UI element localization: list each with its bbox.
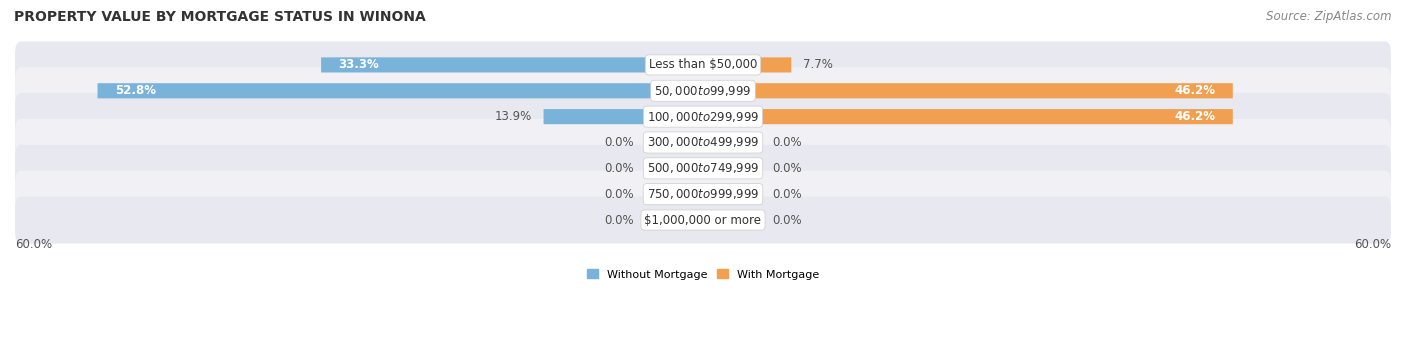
Text: 0.0%: 0.0% — [605, 188, 634, 201]
Text: $50,000 to $99,999: $50,000 to $99,999 — [654, 84, 752, 98]
FancyBboxPatch shape — [703, 187, 761, 202]
FancyBboxPatch shape — [15, 93, 1391, 140]
FancyBboxPatch shape — [15, 67, 1391, 114]
FancyBboxPatch shape — [321, 57, 703, 72]
Text: 0.0%: 0.0% — [772, 136, 801, 149]
FancyBboxPatch shape — [645, 161, 703, 176]
FancyBboxPatch shape — [703, 212, 761, 227]
Text: 0.0%: 0.0% — [772, 162, 801, 175]
Text: $500,000 to $749,999: $500,000 to $749,999 — [647, 162, 759, 175]
FancyBboxPatch shape — [15, 145, 1391, 192]
Text: 0.0%: 0.0% — [605, 162, 634, 175]
Text: 0.0%: 0.0% — [772, 188, 801, 201]
Text: $300,000 to $499,999: $300,000 to $499,999 — [647, 135, 759, 150]
FancyBboxPatch shape — [703, 109, 1233, 124]
Text: 60.0%: 60.0% — [15, 238, 52, 251]
FancyBboxPatch shape — [15, 171, 1391, 218]
Text: $1,000,000 or more: $1,000,000 or more — [644, 214, 762, 226]
Text: $750,000 to $999,999: $750,000 to $999,999 — [647, 187, 759, 201]
FancyBboxPatch shape — [15, 119, 1391, 166]
Text: 33.3%: 33.3% — [339, 58, 380, 71]
Text: 0.0%: 0.0% — [605, 136, 634, 149]
Text: 0.0%: 0.0% — [605, 214, 634, 226]
FancyBboxPatch shape — [544, 109, 703, 124]
FancyBboxPatch shape — [15, 197, 1391, 243]
FancyBboxPatch shape — [645, 212, 703, 227]
Text: PROPERTY VALUE BY MORTGAGE STATUS IN WINONA: PROPERTY VALUE BY MORTGAGE STATUS IN WIN… — [14, 10, 426, 24]
FancyBboxPatch shape — [703, 83, 1233, 98]
Text: Source: ZipAtlas.com: Source: ZipAtlas.com — [1267, 10, 1392, 23]
Text: 60.0%: 60.0% — [1354, 238, 1391, 251]
Text: 46.2%: 46.2% — [1174, 110, 1216, 123]
FancyBboxPatch shape — [645, 135, 703, 150]
Text: 52.8%: 52.8% — [115, 84, 156, 97]
FancyBboxPatch shape — [15, 41, 1391, 88]
FancyBboxPatch shape — [703, 161, 761, 176]
Text: 46.2%: 46.2% — [1174, 84, 1216, 97]
Text: Less than $50,000: Less than $50,000 — [648, 58, 758, 71]
Text: 7.7%: 7.7% — [803, 58, 832, 71]
Text: $100,000 to $299,999: $100,000 to $299,999 — [647, 109, 759, 124]
FancyBboxPatch shape — [645, 187, 703, 202]
FancyBboxPatch shape — [97, 83, 703, 98]
FancyBboxPatch shape — [703, 135, 761, 150]
Legend: Without Mortgage, With Mortgage: Without Mortgage, With Mortgage — [582, 265, 824, 284]
Text: 0.0%: 0.0% — [772, 214, 801, 226]
Text: 13.9%: 13.9% — [495, 110, 531, 123]
FancyBboxPatch shape — [703, 57, 792, 72]
